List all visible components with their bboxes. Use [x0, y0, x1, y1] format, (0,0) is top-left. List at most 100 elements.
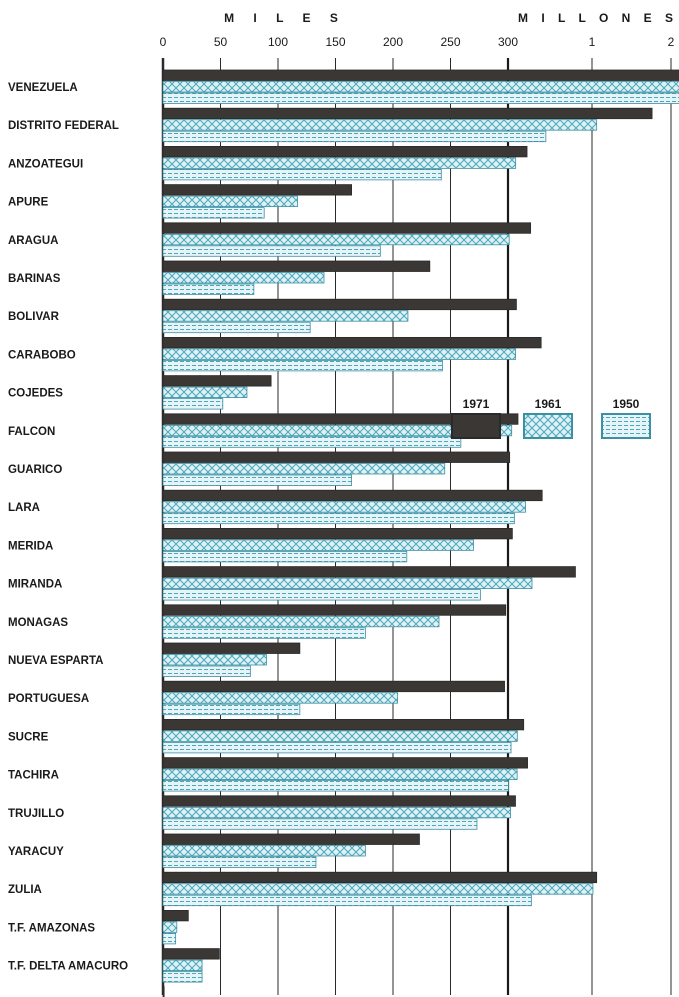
bar-1971: [162, 451, 511, 463]
legend-swatch-1950: [601, 413, 651, 439]
bar-1961: [162, 806, 511, 819]
tick-label-150: 150: [325, 35, 345, 49]
bar-1961: [162, 615, 440, 628]
category-label: VENEZUELA: [8, 82, 78, 94]
bar-1950: [162, 283, 255, 295]
category-label: MONAGAS: [8, 617, 68, 629]
x-tick-labels: 0 50 100 150 200 250 300 1 2: [160, 35, 675, 49]
category-label: SUCRE: [8, 731, 49, 743]
tick-label-250: 250: [440, 35, 460, 49]
legend-label-1950: 1950: [613, 397, 640, 411]
bar-1971: [162, 222, 532, 234]
category-label: APURE: [8, 197, 49, 209]
category-label: T.F. AMAZONAS: [8, 922, 95, 934]
tick-label-300: 300: [498, 35, 518, 49]
tick-label-200: 200: [383, 35, 403, 49]
tick-label-millones-2: 2: [668, 35, 675, 49]
bar-1971: [162, 910, 189, 922]
bar-1950: [162, 933, 177, 945]
bar-1950: [162, 512, 515, 525]
bar-1950: [162, 589, 481, 601]
category-label: LARA: [8, 502, 40, 514]
bar-1971: [162, 642, 301, 654]
legend-swatch-1971: [451, 413, 501, 439]
category-label: PORTUGUESA: [8, 693, 89, 705]
category-label: MIRANDA: [8, 579, 62, 591]
bar-1971: [162, 69, 679, 81]
bar-1950: [162, 551, 408, 563]
bar-1971: [162, 986, 165, 997]
tick-label-0: 0: [160, 35, 167, 49]
bar-1961: [162, 157, 517, 169]
bar-1971: [162, 566, 576, 578]
bar-1950: [162, 168, 442, 181]
category-label: T.F. DELTA AMACURO: [8, 961, 128, 973]
bar-1971: [162, 833, 420, 845]
category-label: ZULIA: [8, 884, 42, 896]
bar-1961: [162, 386, 248, 399]
bar-1950: [162, 818, 478, 830]
bar-1961: [162, 501, 526, 513]
bar-1961: [162, 233, 510, 246]
bar-1950: [162, 207, 265, 219]
bar-1950: [162, 856, 317, 868]
tick-label-50: 50: [214, 35, 228, 49]
category-label: DISTRITO FEDERAL: [8, 120, 119, 132]
bar-1961: [162, 883, 594, 895]
legend: 1971 1961 1950: [451, 397, 651, 439]
bar-1961: [162, 539, 474, 551]
category-label: TACHIRA: [8, 770, 59, 782]
bar-1950: [162, 894, 532, 907]
bar-1971: [162, 795, 516, 807]
bar-1950: [162, 245, 381, 257]
category-label: CARABOBO: [8, 349, 76, 361]
bar-1971: [162, 184, 353, 196]
legend-label-1961: 1961: [535, 397, 562, 411]
bar-1971: [162, 528, 513, 540]
bar-1971: [162, 336, 542, 349]
bar-1961: [162, 692, 399, 704]
legend-label-1971: 1971: [463, 397, 490, 411]
bar-1961: [162, 845, 366, 857]
bar-1961: [162, 768, 518, 780]
bar-1971: [162, 489, 543, 502]
tick-label-100: 100: [268, 35, 288, 49]
category-label: GUARICO: [8, 464, 62, 476]
bar-1950: [162, 703, 301, 716]
bar-1971: [162, 948, 220, 960]
bar-1961: [162, 424, 513, 437]
bar-1961: [162, 921, 178, 933]
bar-1961: [162, 577, 533, 589]
bar-1971: [162, 413, 519, 425]
bar-1950: [162, 321, 311, 334]
bar-1950: [162, 742, 512, 754]
bar-1971: [162, 145, 528, 158]
bar-1971: [162, 604, 507, 616]
bar-1971: [162, 757, 528, 769]
header-millones: M I L L O N E S: [518, 11, 678, 25]
header-miles: M I L E S: [224, 11, 346, 25]
bar-1971: [162, 107, 653, 120]
bar-1971: [162, 260, 431, 272]
bar-1950: [162, 780, 509, 792]
bar-1950: [162, 359, 443, 372]
bar-1950: [162, 971, 203, 983]
bar-1961: [162, 463, 446, 475]
bar-1950: [162, 130, 547, 143]
bar-1961: [162, 730, 518, 742]
bar-1971: [162, 375, 272, 387]
category-label: BARINAS: [8, 273, 61, 285]
bar-1971: [162, 298, 517, 311]
tick-label-millones-1: 1: [589, 35, 596, 49]
bar-1961: [162, 195, 298, 208]
bar-1950: [162, 665, 251, 677]
bar-1950: [162, 92, 679, 104]
category-label: MERIDA: [8, 540, 53, 552]
bar-1950: [162, 627, 366, 639]
bar-1971: [162, 719, 525, 731]
category-label: ANZOATEGUI: [8, 158, 83, 170]
bar-1950: [162, 436, 462, 448]
